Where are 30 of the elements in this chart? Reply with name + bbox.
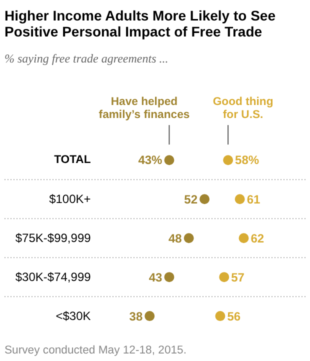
- y-tick-label: $100K+: [49, 192, 91, 206]
- text: Have helped family’s finances: [98, 96, 190, 122]
- data-label: 58%: [235, 153, 260, 168]
- chart-subtitle: % saying free trade agreements ...: [4, 52, 168, 66]
- point: [200, 194, 210, 204]
- point: [234, 194, 245, 204]
- y-tick-label: $30K-$74,999: [15, 270, 92, 284]
- data-label: 38: [129, 310, 143, 324]
- point: [164, 272, 174, 282]
- y-tick-label: TOTAL: [54, 154, 91, 166]
- data-label: 43%: [138, 153, 163, 168]
- point: [184, 233, 194, 244]
- text: Survey conducted May 12-18, 2015.: [4, 344, 186, 356]
- point: [144, 311, 155, 322]
- point: [164, 155, 174, 166]
- data-label: 52: [184, 192, 198, 207]
- y-tick-label: $75K-$99,999: [15, 231, 92, 246]
- point: [215, 311, 226, 322]
- point: [223, 155, 234, 166]
- y-tick-label: <$30K: [56, 309, 91, 324]
- data-label: 56: [227, 310, 241, 324]
- point: [219, 272, 230, 282]
- data-label: 57: [231, 270, 245, 285]
- data-label: 43: [148, 270, 163, 285]
- data-label: 48: [168, 232, 182, 246]
- text: Good thing for U.S.: [212, 96, 274, 122]
- point: [238, 233, 249, 244]
- chart-title: Higher Income Adults More Likely to See Positive Personal Impact of Free Trade: [4, 8, 276, 40]
- data-label: 62: [250, 232, 264, 246]
- data-label: 61: [246, 192, 260, 207]
